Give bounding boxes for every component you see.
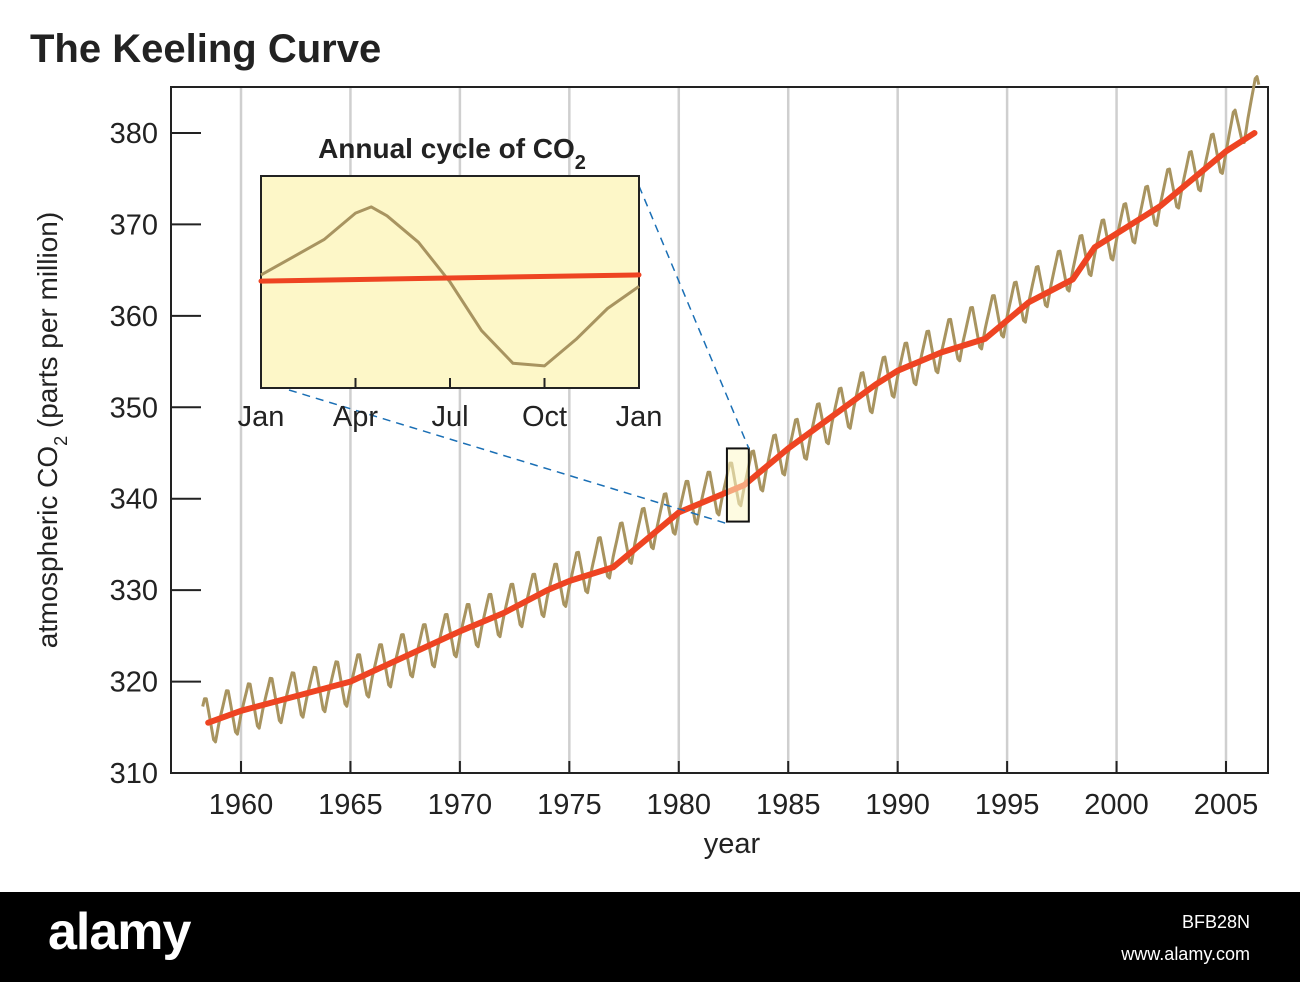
inset-tick-label: Oct xyxy=(522,401,567,433)
x-tick-label: 1965 xyxy=(318,789,383,821)
y-tick-label: 380 xyxy=(110,118,158,150)
x-tick-label: 1975 xyxy=(537,789,602,821)
inset-x-ticks: Jan Apr Jul Oct Jan xyxy=(238,378,663,433)
x-tick-label: 2005 xyxy=(1194,789,1259,821)
x-tick-label: 1985 xyxy=(756,789,821,821)
watermark-url: www.alamy.com xyxy=(1121,944,1250,964)
x-tick-label: 1995 xyxy=(975,789,1040,821)
inset-series-trend xyxy=(258,272,642,284)
inset-tick-label: Jan xyxy=(238,401,285,433)
x-tick-label: 1980 xyxy=(647,789,712,821)
y-tick-label: 360 xyxy=(110,301,158,333)
y-tick-label: 310 xyxy=(110,758,158,790)
y-tick-label: 350 xyxy=(110,392,158,424)
inset-series-seasonal xyxy=(260,205,640,368)
chart-title: The Keeling Curve xyxy=(30,27,381,71)
inset-chart: Annual cycle of CO2 Jan Apr Jul Oct Jan xyxy=(238,133,663,433)
connector-line-bottom xyxy=(288,389,728,525)
connector-line-top xyxy=(638,185,750,449)
x-tick-label: 1960 xyxy=(209,789,274,821)
inset-tick-label: Apr xyxy=(333,401,378,433)
x-tick-label: 1990 xyxy=(865,789,930,821)
watermark-id: BFB28N xyxy=(1181,912,1250,932)
y-tick-label: 340 xyxy=(110,484,158,516)
y-tick-label: 320 xyxy=(110,667,158,699)
y-tick-label: 330 xyxy=(110,575,158,607)
series-annual-trend xyxy=(205,130,1258,726)
watermark-bar xyxy=(0,892,1300,982)
watermark-logo: alamy xyxy=(48,903,191,961)
inset-title: Annual cycle of CO2 xyxy=(318,133,586,174)
inset-tick-label: Jan xyxy=(616,401,663,433)
keeling-curve-chart: The Keeling Curve 3103203303403503603703… xyxy=(30,27,1269,860)
y-axis-label: atmospheric CO2 (parts per million) xyxy=(32,212,71,648)
x-axis-label: year xyxy=(704,828,761,860)
y-axis-ticks: 310 320 330 340 350 360 370 380 xyxy=(110,118,201,790)
x-axis-ticks: 1960 1965 1970 1975 1980 1985 1990 1995 2000 2005 xyxy=(209,761,1259,821)
inset-connector-lines xyxy=(288,185,750,525)
inset-tick-label: Jul xyxy=(431,401,468,433)
x-tick-label: 2000 xyxy=(1084,789,1149,821)
y-tick-label: 370 xyxy=(110,209,158,241)
zoom-highlight-box xyxy=(725,447,750,523)
x-tick-label: 1970 xyxy=(428,789,493,821)
